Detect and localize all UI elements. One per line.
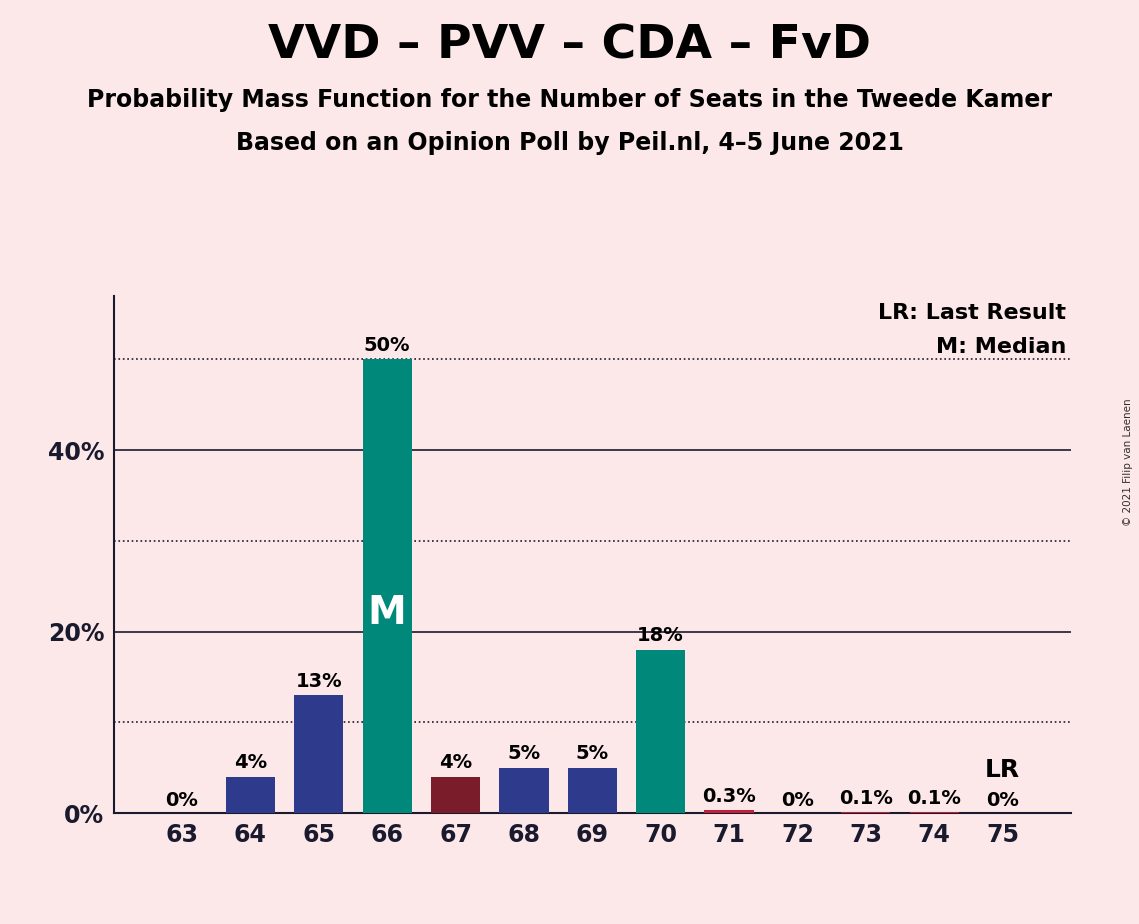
Bar [499,768,549,813]
Bar [431,777,481,813]
Bar [226,777,274,813]
Text: 0%: 0% [165,791,198,810]
Text: 50%: 50% [363,335,410,355]
Text: 0.1%: 0.1% [838,789,893,808]
Text: 4%: 4% [439,753,472,772]
Text: VVD – PVV – CDA – FvD: VVD – PVV – CDA – FvD [268,23,871,68]
Text: 0%: 0% [781,791,814,810]
Text: 4%: 4% [233,753,267,772]
Bar [704,810,754,813]
Text: LR: Last Result: LR: Last Result [878,303,1066,323]
Text: M: Median: M: Median [935,337,1066,357]
Text: 0.1%: 0.1% [908,789,961,808]
Text: LR: LR [985,758,1021,782]
Text: 5%: 5% [507,744,541,763]
Text: 0%: 0% [986,791,1019,810]
Bar [567,768,617,813]
Text: 5%: 5% [575,744,609,763]
Bar [636,650,686,813]
Text: Probability Mass Function for the Number of Seats in the Tweede Kamer: Probability Mass Function for the Number… [87,88,1052,112]
Text: © 2021 Filip van Laenen: © 2021 Filip van Laenen [1123,398,1133,526]
Bar [294,695,343,813]
Text: 18%: 18% [638,626,685,645]
Text: 0.3%: 0.3% [702,787,756,806]
Text: Based on an Opinion Poll by Peil.nl, 4–5 June 2021: Based on an Opinion Poll by Peil.nl, 4–5… [236,131,903,155]
Bar [362,359,412,813]
Text: M: M [368,594,407,632]
Text: 13%: 13% [295,672,342,690]
